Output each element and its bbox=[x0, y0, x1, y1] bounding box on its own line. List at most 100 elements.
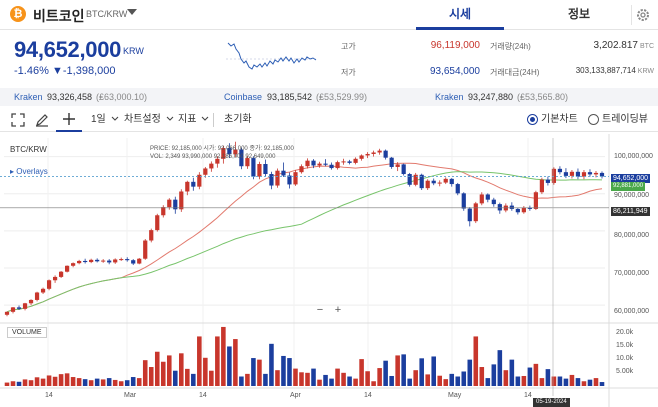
basic-chart-label[interactable]: 기본차트 bbox=[541, 114, 578, 125]
zoom-out-button[interactable]: − bbox=[316, 304, 324, 316]
candle-body bbox=[335, 162, 340, 169]
volume-bar bbox=[191, 373, 196, 386]
candle-body bbox=[425, 180, 430, 189]
volume-bar bbox=[353, 378, 358, 386]
candle-body bbox=[101, 260, 106, 262]
crosshair-tool-button[interactable] bbox=[56, 108, 82, 132]
overlays-toggle[interactable]: ▸ Overlays bbox=[10, 167, 48, 176]
candle-body bbox=[467, 208, 472, 222]
candle-body bbox=[263, 164, 268, 175]
volume-bar bbox=[335, 368, 340, 386]
candle-body bbox=[58, 271, 64, 277]
candle-body bbox=[179, 191, 184, 210]
tradingview-radio[interactable] bbox=[588, 114, 599, 125]
moving-average-tag: 92,881,000 bbox=[611, 182, 646, 191]
coin-name[interactable]: 비트코인 bbox=[33, 8, 85, 24]
candle-body bbox=[173, 199, 178, 210]
x-tick-label: May bbox=[448, 392, 462, 399]
volume-bar bbox=[142, 360, 148, 386]
candle-body bbox=[377, 150, 382, 153]
volume-bar bbox=[76, 378, 82, 386]
candle-body bbox=[275, 170, 280, 186]
volume-bar bbox=[245, 373, 250, 386]
y-tick-label: 90,000,000 bbox=[614, 192, 650, 199]
volume-label: 거래량(24h) bbox=[490, 42, 531, 51]
pencil-icon[interactable] bbox=[34, 112, 50, 128]
candle-body bbox=[293, 172, 298, 185]
trade-amount-24h: 303,133,887,714 KRW bbox=[575, 66, 654, 75]
basic-chart-radio[interactable] bbox=[527, 114, 538, 125]
volume-bar bbox=[299, 372, 304, 386]
candle-body bbox=[371, 152, 376, 154]
volume-bar bbox=[263, 373, 268, 386]
volume-tick-label: 15.0k bbox=[616, 342, 634, 349]
volume-bar bbox=[497, 350, 503, 386]
candle-body bbox=[281, 170, 286, 176]
x-tick-label: 14 bbox=[45, 392, 53, 399]
chevron-down-icon[interactable] bbox=[127, 9, 137, 15]
candle-body bbox=[479, 194, 484, 204]
candle-body bbox=[95, 259, 100, 262]
ohlc-readout-row2: VOL: 2,349 93,990,000 92,185,000 92,649,… bbox=[150, 154, 276, 160]
indicators-select[interactable]: 지표 bbox=[178, 108, 209, 132]
volume-bar bbox=[70, 377, 76, 386]
gear-icon[interactable] bbox=[631, 5, 651, 25]
exchange-name[interactable]: Coinbase bbox=[224, 92, 263, 102]
candle-body bbox=[563, 172, 569, 176]
chart-settings-select[interactable]: 차트설정 bbox=[124, 108, 174, 132]
candle-body bbox=[46, 280, 52, 289]
exchange-name[interactable]: Kraken bbox=[435, 92, 464, 102]
volume-bar bbox=[485, 378, 491, 386]
candle-body bbox=[131, 260, 136, 264]
change-amount: ▼-1,398,000 bbox=[52, 65, 116, 77]
volume-bar bbox=[467, 359, 473, 386]
candle-body bbox=[515, 208, 520, 213]
candle-body bbox=[28, 299, 34, 304]
volume-bar bbox=[287, 358, 292, 386]
exchange-name[interactable]: Kraken bbox=[14, 92, 43, 102]
interval-select[interactable]: 1일 bbox=[91, 108, 119, 132]
volume-bar bbox=[533, 363, 539, 386]
tradingview-label[interactable]: 트레이딩뷰 bbox=[602, 114, 648, 125]
candle-body bbox=[449, 178, 454, 185]
candle-body bbox=[299, 166, 304, 173]
price-reference-lines bbox=[0, 138, 609, 396]
reset-button[interactable]: 초기화 bbox=[224, 114, 252, 125]
candle-body bbox=[22, 303, 28, 309]
expand-icon[interactable] bbox=[10, 112, 26, 128]
high-price: 96,119,000 bbox=[430, 40, 480, 51]
x-tick-label: Apr bbox=[290, 392, 301, 399]
candle-body bbox=[491, 199, 496, 205]
tab-info[interactable]: 정보 bbox=[567, 7, 591, 21]
candle-body bbox=[455, 184, 460, 194]
volume-bar bbox=[118, 381, 124, 386]
volume-bar bbox=[124, 380, 130, 386]
zoom-in-button[interactable]: + bbox=[334, 304, 342, 316]
volume-bar bbox=[539, 378, 545, 386]
volume-bar bbox=[275, 370, 280, 386]
candle-body bbox=[245, 158, 250, 167]
y-tick-label: 60,000,000 bbox=[614, 308, 650, 315]
volume-bar bbox=[473, 336, 479, 386]
current-price: 94,652,000 bbox=[14, 37, 122, 62]
candle-body bbox=[599, 172, 605, 177]
candle-body bbox=[89, 259, 94, 263]
price-chart-panel[interactable]: BTC/KRW ▸ Overlays PRICE: 92,185,000 시가:… bbox=[0, 134, 658, 407]
chart-toolbar: 1일 차트설정 지표 초기화 기본차트 트레이딩뷰 bbox=[0, 108, 658, 132]
candlestick-chart[interactable] bbox=[0, 134, 658, 407]
coin-pair: BTC/KRW bbox=[86, 9, 128, 19]
moving-average-lines bbox=[6, 162, 603, 313]
exchange-gbp-price: (₤63,000.10) bbox=[96, 92, 148, 102]
candle-body bbox=[311, 160, 316, 166]
volume-bar bbox=[130, 377, 136, 386]
candle-body bbox=[221, 148, 226, 159]
moving-average-line bbox=[6, 171, 603, 313]
candle-body bbox=[167, 199, 172, 208]
tab-quote[interactable]: 시세 bbox=[416, 0, 504, 30]
candle-body bbox=[419, 174, 424, 189]
candle-body bbox=[485, 194, 490, 200]
candle-body bbox=[113, 259, 118, 263]
volume-bar bbox=[341, 372, 346, 386]
volume-bar bbox=[593, 378, 599, 386]
mini-price-chart bbox=[226, 42, 318, 70]
